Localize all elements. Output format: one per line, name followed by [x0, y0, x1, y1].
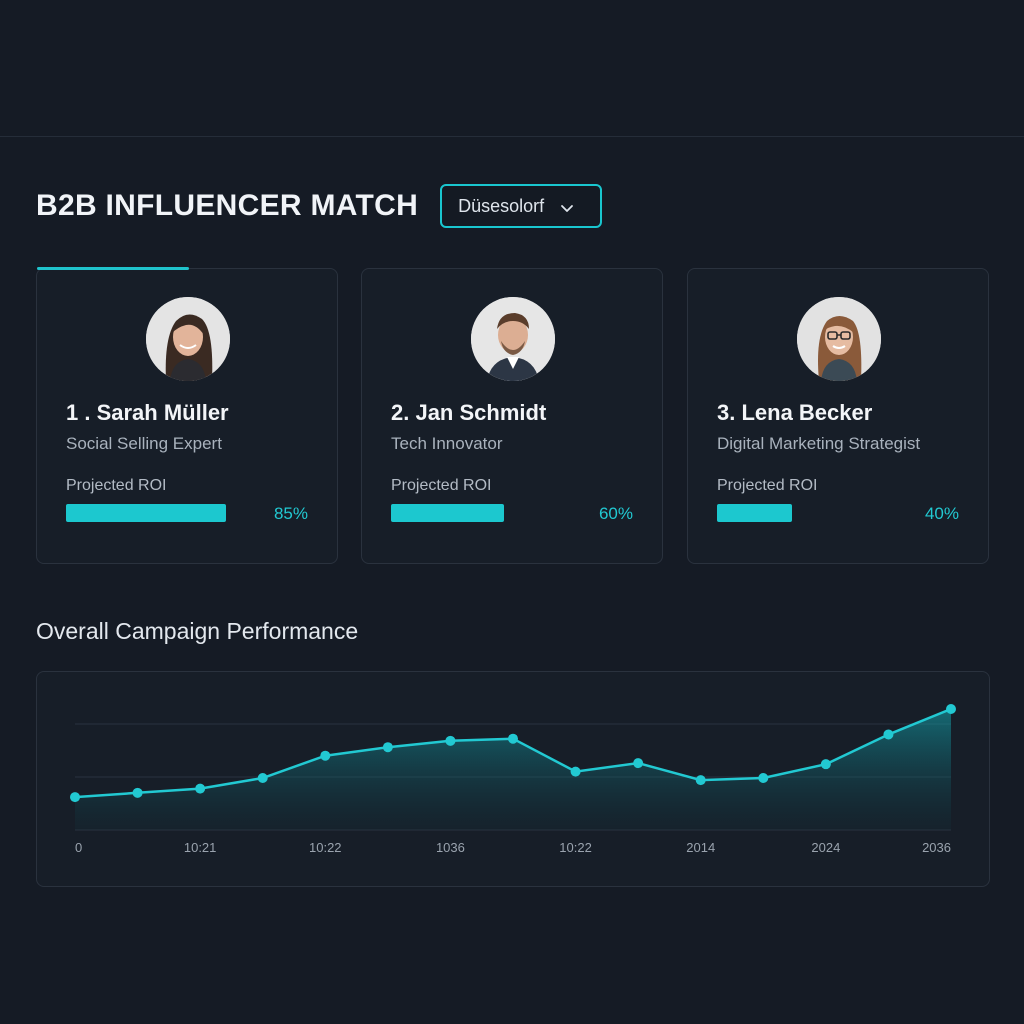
influencer-card[interactable]: 3. Lena Becker Digital Marketing Strateg… — [687, 268, 989, 564]
roi-label: Projected ROI — [717, 477, 818, 494]
influencer-name: 2. Jan Schmidt — [391, 400, 547, 425]
roi-value: 60% — [598, 504, 633, 523]
location-select[interactable]: Düsesolorf — [440, 184, 603, 228]
data-point — [257, 772, 268, 783]
chart-title: Overall Campaign Performance — [36, 618, 359, 644]
roi-bar — [717, 504, 792, 522]
data-point — [320, 750, 331, 761]
page-title: B2B INFLUENCER MATCH — [36, 189, 419, 222]
x-tick-label: 2036 — [922, 840, 951, 855]
data-point — [508, 733, 518, 744]
chevron-down-icon — [560, 201, 574, 212]
roi-bar — [391, 504, 504, 522]
influencer-cards: 1 . Sarah Müller Social Selling Expert P… — [36, 267, 990, 566]
x-tick-label: 10:21 — [184, 840, 217, 855]
data-point — [883, 729, 894, 740]
roi-value: 40% — [924, 504, 959, 523]
data-point — [445, 735, 456, 746]
data-point — [946, 703, 956, 714]
active-card-indicator — [37, 267, 189, 270]
influencer-role: Social Selling Expert — [66, 434, 222, 453]
data-point — [570, 766, 581, 777]
data-point — [382, 742, 393, 753]
data-point — [820, 759, 831, 770]
roi-label: Projected ROI — [66, 477, 167, 494]
x-tick-label: 2024 — [811, 840, 840, 855]
x-tick-label: 10:22 — [559, 840, 592, 855]
performance-chart-svg: 0 10:21 10:22 1036 10:22 2014 2024 2036 — [70, 703, 956, 855]
data-point — [132, 787, 143, 798]
location-select-value: Düsesolorf — [458, 195, 545, 216]
data-point — [758, 772, 769, 783]
influencer-card[interactable]: 2. Jan Schmidt Tech Innovator Projected … — [361, 268, 663, 564]
avatar — [146, 297, 230, 381]
influencer-role: Tech Innovator — [391, 434, 503, 453]
performance-chart: 0 10:21 10:22 1036 10:22 2014 2024 2036 — [36, 671, 990, 887]
header: B2B INFLUENCER MATCH Düsesolorf — [36, 182, 603, 230]
influencer-card[interactable]: 1 . Sarah Müller Social Selling Expert P… — [36, 267, 338, 564]
influencer-name: 1 . Sarah Müller — [66, 400, 229, 425]
data-point — [633, 758, 644, 769]
influencer-role: Digital Marketing Strategist — [717, 434, 921, 453]
avatar — [797, 297, 881, 381]
roi-label: Projected ROI — [391, 477, 492, 494]
x-tick-label: 0 — [75, 840, 82, 855]
area-fill — [75, 709, 951, 830]
influencer-name: 3. Lena Becker — [717, 400, 873, 425]
x-tick-label: 10:22 — [309, 840, 342, 855]
avatar — [471, 297, 555, 381]
x-tick-label: 2014 — [686, 840, 715, 855]
top-bar — [0, 0, 1024, 137]
data-point — [195, 783, 206, 794]
data-point — [695, 775, 706, 786]
data-point — [70, 792, 80, 803]
roi-value: 85% — [273, 504, 308, 523]
x-tick-label: 1036 — [436, 840, 465, 855]
roi-bar — [66, 504, 226, 522]
